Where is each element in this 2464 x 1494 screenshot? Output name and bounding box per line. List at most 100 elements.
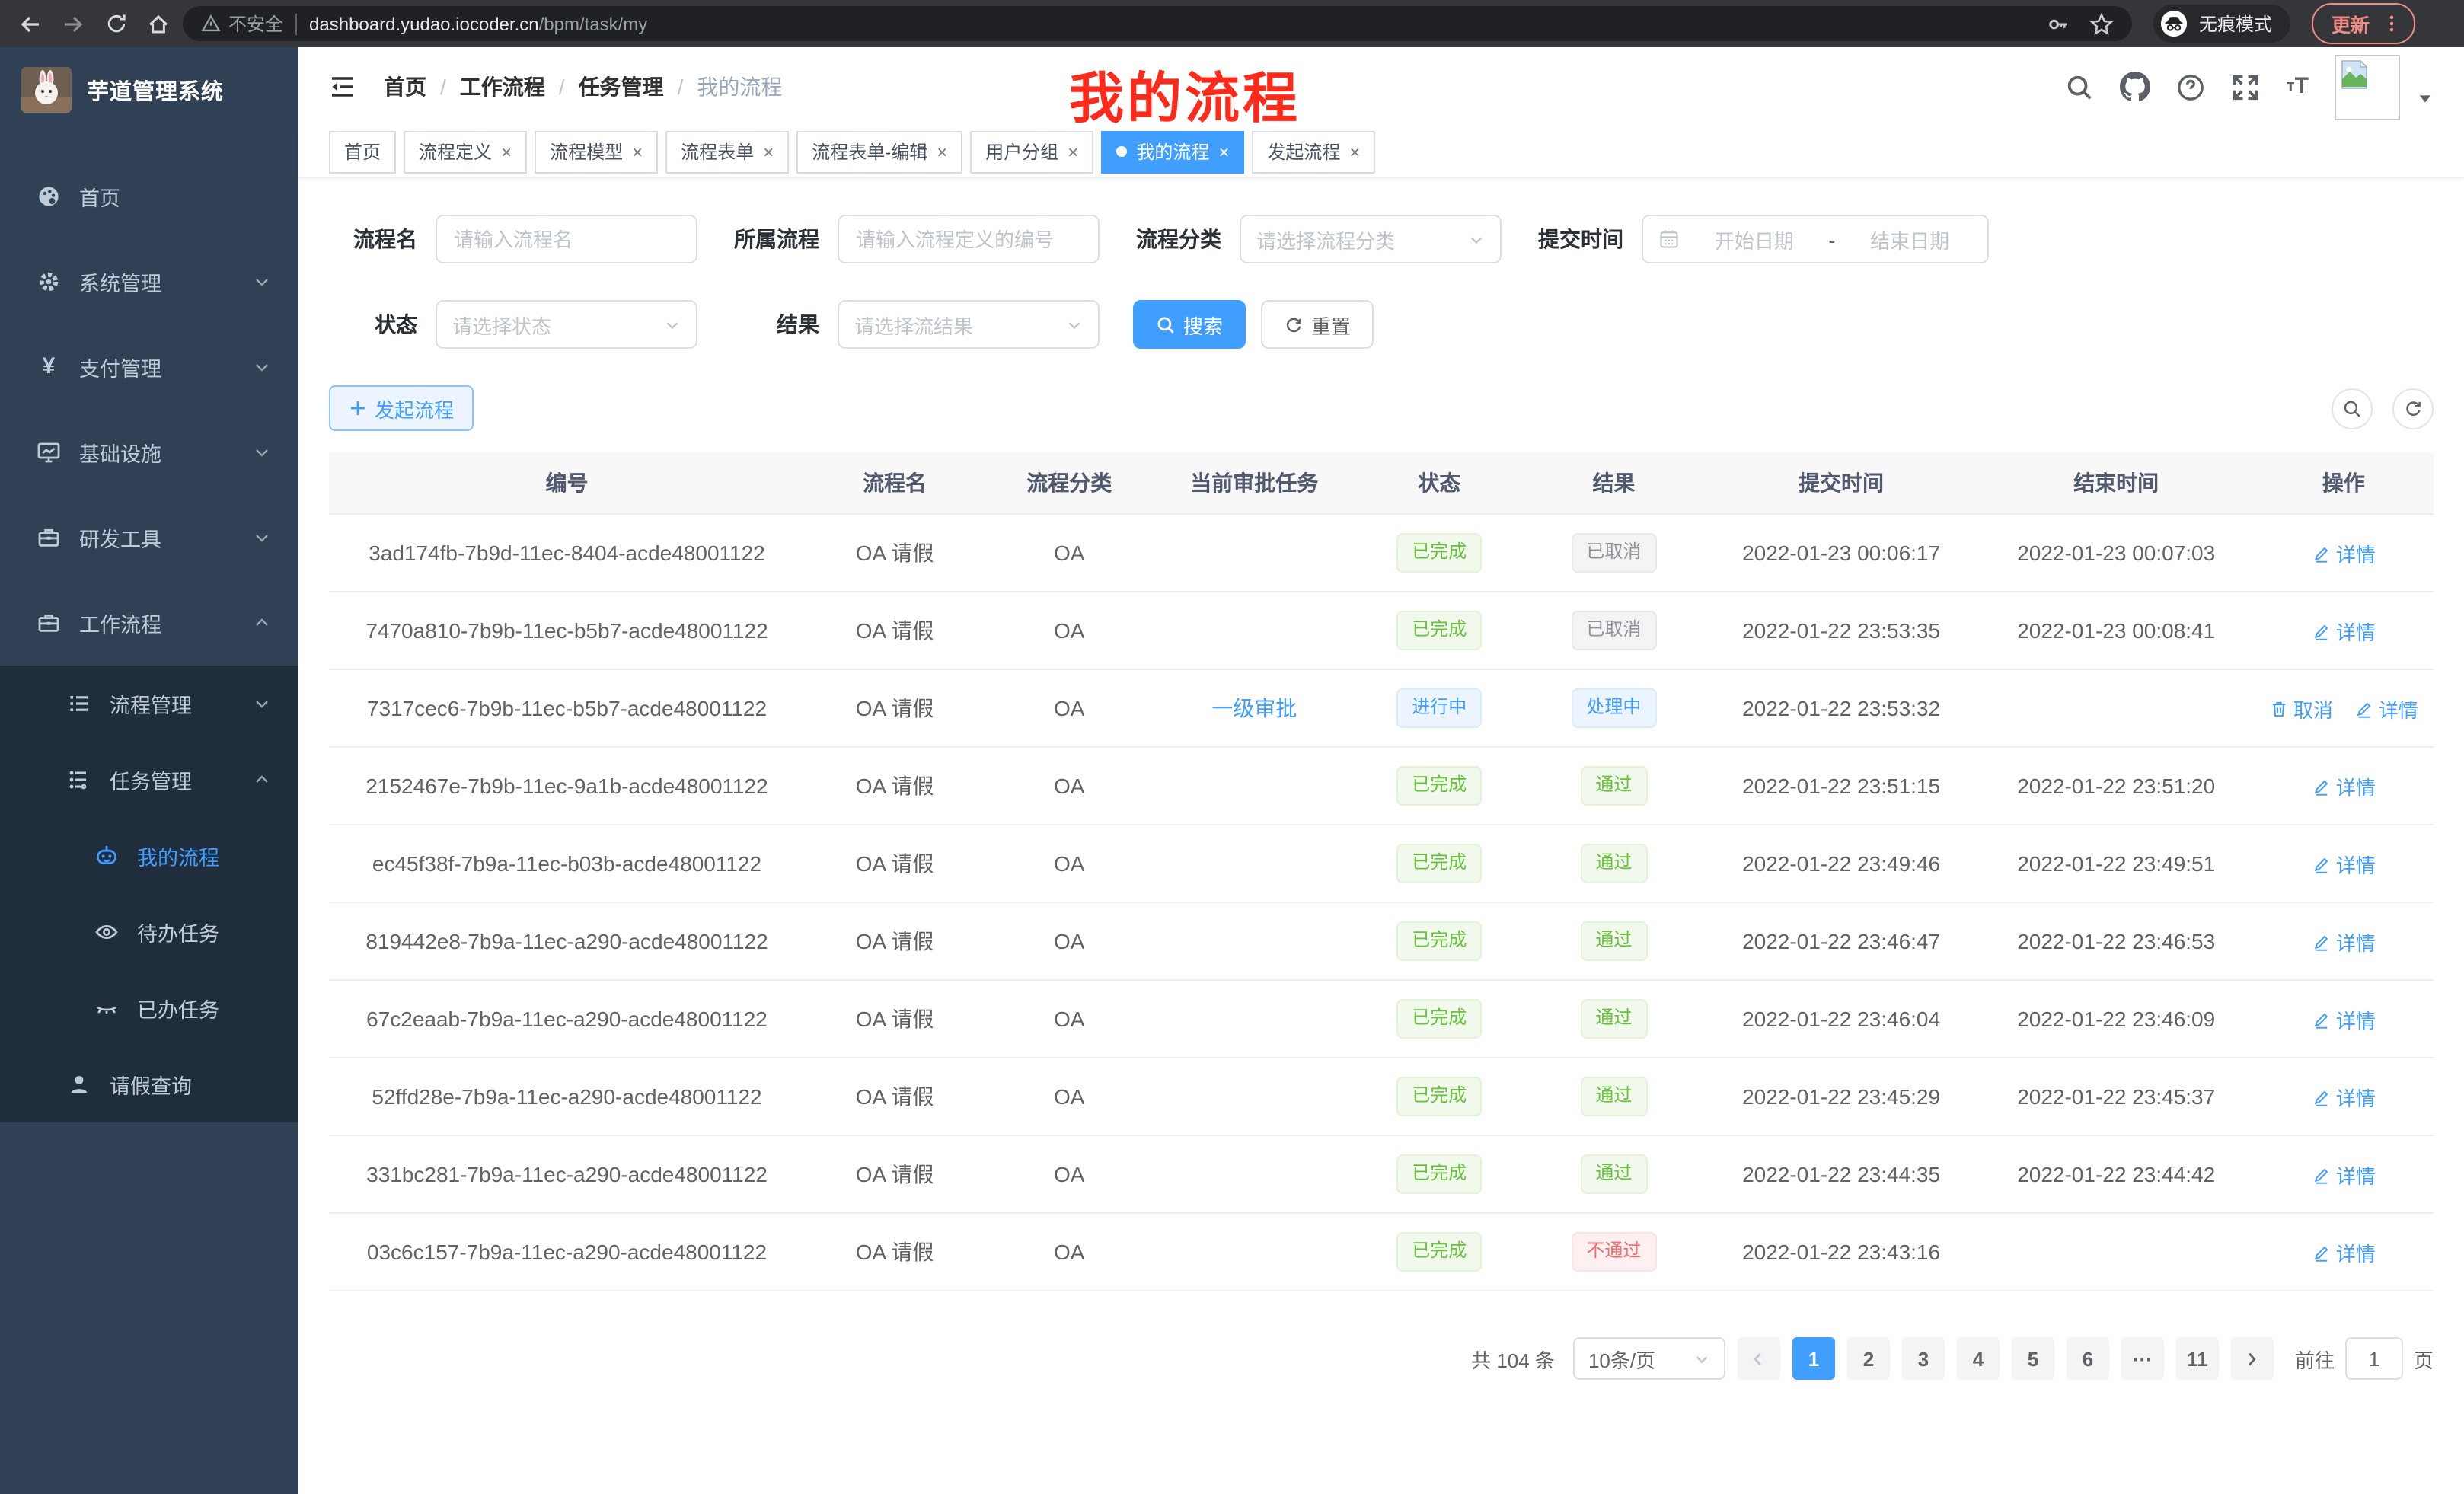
column-header: 编号 <box>329 452 805 515</box>
process-definition-input[interactable] <box>838 215 1100 263</box>
help-icon[interactable] <box>2177 72 2206 101</box>
process-name-input[interactable] <box>436 215 697 263</box>
reset-button[interactable]: 重置 <box>1261 300 1374 349</box>
sidebar-item-0[interactable]: 首页 <box>0 154 298 239</box>
detail-action-link[interactable]: 详情 <box>2312 1004 2376 1033</box>
sidebar-collapse-icon[interactable] <box>329 73 356 101</box>
sidebar-item-5[interactable]: 工作流程 <box>0 580 298 666</box>
tab-发起流程[interactable]: 发起流程 × <box>1252 130 1376 173</box>
page-button-1[interactable]: 1 <box>1792 1337 1835 1380</box>
action-label: 详情 <box>2335 1242 2376 1265</box>
sidebar-item-7[interactable]: 任务管理 <box>0 742 298 818</box>
table-row: 2152467e-7b9b-11ec-9a1b-acde48001122 OA 请… <box>329 747 2434 825</box>
tab-流程模型[interactable]: 流程模型 × <box>535 130 659 173</box>
search-button[interactable]: 搜索 <box>1133 300 1246 349</box>
plus-icon <box>349 399 367 417</box>
address-bar[interactable]: 不安全 dashboard.yudao.iocoder.cn/bpm/task/… <box>183 6 2132 41</box>
cell-current-task <box>1154 514 1355 592</box>
sidebar-item-3[interactable]: 基础设施 <box>0 410 298 495</box>
close-icon[interactable]: × <box>1349 141 1361 162</box>
detail-action-link[interactable]: 详情 <box>2354 694 2418 723</box>
tab-label: 首页 <box>344 142 381 163</box>
sidebar-item-1[interactable]: 系统管理 <box>0 239 298 324</box>
browser-forward-icon[interactable] <box>55 5 91 42</box>
start-process-button[interactable]: 发起流程 <box>329 385 474 431</box>
status-badge: 已完成 <box>1396 1232 1483 1272</box>
page-button-11[interactable]: 11 <box>2175 1337 2219 1380</box>
refresh-table-button[interactable] <box>2392 388 2434 429</box>
goto-page-input[interactable] <box>2344 1337 2403 1380</box>
cell-end-time <box>1978 1213 2254 1291</box>
sidebar-item-4[interactable]: 研发工具 <box>0 495 298 580</box>
more-pages-button[interactable]: ··· <box>2121 1337 2164 1380</box>
close-icon[interactable]: × <box>501 141 512 162</box>
sidebar-item-11[interactable]: 请假查询 <box>0 1046 298 1122</box>
chevron-down-icon <box>253 528 271 547</box>
page-button-6[interactable]: 6 <box>2066 1337 2109 1380</box>
cell-actions: 详情 <box>2253 825 2434 903</box>
sidebar-item-8[interactable]: 我的流程 <box>0 818 298 894</box>
chevron-up-icon <box>253 771 271 789</box>
breadcrumb-task[interactable]: 任务管理 <box>578 75 664 99</box>
page-button-3[interactable]: 3 <box>1901 1337 1945 1380</box>
detail-action-link[interactable]: 详情 <box>2312 616 2376 645</box>
page-button-5[interactable]: 5 <box>2011 1337 2054 1380</box>
detail-action-link[interactable]: 详情 <box>2312 1160 2376 1189</box>
browser-home-icon[interactable] <box>140 5 177 42</box>
close-icon[interactable]: × <box>632 141 643 162</box>
cell-current-task <box>1154 1058 1355 1136</box>
detail-action-link[interactable]: 详情 <box>2312 1237 2376 1266</box>
submit-time-range-picker[interactable]: 开始日期 - 结束日期 <box>1642 215 1989 263</box>
detail-action-link[interactable]: 详情 <box>2312 849 2376 878</box>
tab-首页[interactable]: 首页 <box>329 130 397 173</box>
breadcrumb-workflow[interactable]: 工作流程 <box>459 75 545 99</box>
current-task-link[interactable]: 一级审批 <box>1211 696 1297 720</box>
avatar-caret-icon[interactable] <box>2417 89 2434 106</box>
cell-status: 进行中 <box>1355 669 1524 748</box>
page-button-2[interactable]: 2 <box>1846 1337 1890 1380</box>
close-icon[interactable]: × <box>937 141 948 162</box>
result-select[interactable]: 请选择流结果 <box>838 300 1100 349</box>
close-icon[interactable]: × <box>1068 141 1079 162</box>
tab-流程表单[interactable]: 流程表单 × <box>665 130 790 173</box>
filter-time-label: 提交时间 <box>1538 227 1623 251</box>
update-button[interactable]: 更新 <box>2312 3 2416 44</box>
sidebar-item-9[interactable]: 待办任务 <box>0 894 298 970</box>
app-logo-row[interactable]: 芋道管理系统 <box>0 47 298 132</box>
tab-用户分组[interactable]: 用户分组 × <box>970 130 1094 173</box>
detail-action-link[interactable]: 详情 <box>2312 927 2376 956</box>
bookmark-star-icon[interactable] <box>2089 11 2114 36</box>
category-select[interactable]: 请选择流程分类 <box>1240 215 1502 263</box>
sidebar-item-10[interactable]: 已办任务 <box>0 970 298 1046</box>
tab-流程定义[interactable]: 流程定义 × <box>404 130 528 173</box>
detail-action-link[interactable]: 详情 <box>2312 1082 2376 1111</box>
fullscreen-icon[interactable] <box>2232 72 2261 101</box>
search-icon[interactable] <box>2066 72 2095 101</box>
insecure-warning[interactable]: 不安全 <box>201 11 283 37</box>
status-select[interactable]: 请选择状态 <box>436 300 697 349</box>
next-page-button[interactable] <box>2230 1337 2274 1380</box>
tab-我的流程[interactable]: 我的流程 × <box>1101 130 1245 173</box>
prev-page-button[interactable] <box>1737 1337 1780 1380</box>
tab-流程表单-编辑[interactable]: 流程表单-编辑 × <box>796 130 963 173</box>
cell-status: 已完成 <box>1355 1058 1524 1136</box>
browser-reload-icon[interactable] <box>97 5 134 42</box>
page-button-4[interactable]: 4 <box>1956 1337 2000 1380</box>
sidebar-item-2[interactable]: ¥ 支付管理 <box>0 324 298 410</box>
avatar[interactable] <box>2335 54 2400 120</box>
browser-back-icon[interactable] <box>12 5 49 42</box>
sidebar-item-6[interactable]: 流程管理 <box>0 666 298 742</box>
detail-action-link[interactable]: 详情 <box>2312 538 2376 567</box>
page-size-select[interactable]: 10条/页 <box>1572 1337 1725 1380</box>
detail-action-link[interactable]: 详情 <box>2312 771 2376 800</box>
filter-status-label: 状态 <box>375 312 417 337</box>
breadcrumb-home[interactable]: 首页 <box>384 75 426 99</box>
show-search-toggle-button[interactable] <box>2332 388 2373 429</box>
browser-menu-dots-icon[interactable] <box>2382 14 2402 34</box>
cancel-action-link[interactable]: 取消 <box>2269 694 2333 723</box>
cell-actions: 详情 <box>2253 1213 2434 1291</box>
github-icon[interactable] <box>2120 72 2151 102</box>
close-icon[interactable]: × <box>763 141 774 162</box>
key-icon[interactable] <box>2047 11 2071 36</box>
close-icon[interactable]: × <box>1218 141 1230 162</box>
